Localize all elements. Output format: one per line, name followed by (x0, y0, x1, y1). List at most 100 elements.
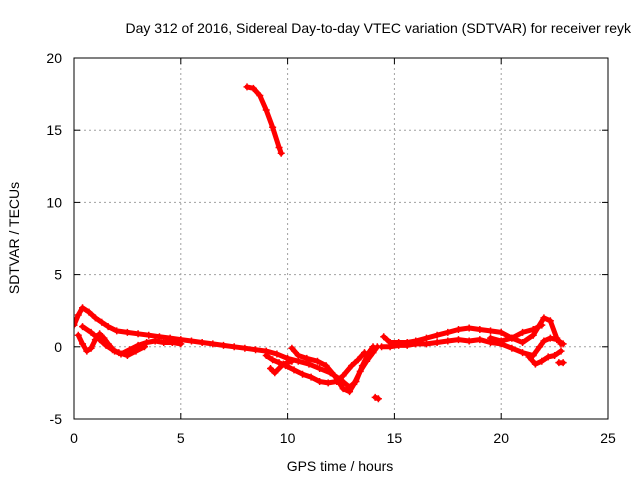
data-point (348, 362, 356, 370)
data-point (314, 357, 322, 365)
data-point (279, 360, 287, 368)
data-point (350, 380, 358, 388)
data-point (497, 337, 505, 345)
data-point (256, 92, 264, 100)
grid (74, 58, 608, 419)
y-axis-label: SDTVAR / TECUs (6, 182, 22, 294)
data-point (559, 359, 567, 367)
data-point (104, 323, 112, 331)
data-point (538, 321, 546, 329)
y-tick-label: 10 (46, 194, 62, 210)
data-point (508, 344, 516, 352)
data-point (307, 373, 315, 381)
data-point (168, 338, 176, 346)
data-point (559, 340, 567, 348)
data-point (540, 314, 548, 322)
data-point (412, 340, 420, 348)
data-point (134, 330, 142, 338)
data-point (403, 341, 411, 349)
data-point (288, 357, 296, 365)
data-point (454, 336, 462, 344)
data-point (303, 354, 311, 362)
data-point (143, 338, 151, 346)
data-point (546, 334, 554, 342)
data-point (132, 347, 140, 355)
data-point (536, 343, 544, 351)
data-point (380, 333, 388, 341)
data-point (160, 338, 168, 346)
data-point (360, 349, 368, 357)
data-point (371, 393, 379, 401)
ticks: 0 5 10 15 20 25 -5 0 5 10 15 20 (46, 50, 616, 446)
x-axis-label: GPS time / hours (287, 458, 394, 474)
y-tick-label: 15 (46, 122, 62, 138)
data-point (187, 337, 195, 345)
data-point (230, 343, 238, 351)
data-point (113, 327, 121, 335)
chart-title: Day 312 of 2016, Sidereal Day-to-day VTE… (126, 20, 632, 36)
data-point (151, 337, 159, 345)
data-point (354, 356, 362, 364)
data-point (74, 321, 78, 329)
data-point (155, 333, 163, 341)
data-point (519, 349, 527, 357)
data-point (288, 344, 296, 352)
data-point (433, 338, 441, 346)
data-point (102, 341, 110, 349)
data-point (497, 328, 505, 336)
data-point (531, 360, 539, 368)
data-point (378, 343, 386, 351)
data-point (96, 336, 104, 344)
data-point (374, 395, 382, 403)
data-point (209, 340, 217, 348)
data-point (85, 308, 93, 316)
data-point (220, 341, 228, 349)
data-point (487, 334, 495, 342)
y-tick-label: -5 (50, 411, 63, 427)
data-point (243, 83, 251, 91)
data-point (551, 351, 559, 359)
data-point (83, 347, 91, 355)
y-tick-label: 5 (54, 267, 62, 283)
data-point (331, 372, 339, 380)
x-tick-label: 0 (70, 430, 78, 446)
data-point (294, 351, 302, 359)
data-point (123, 328, 131, 336)
data-point (177, 340, 185, 348)
data-point (339, 372, 347, 380)
data-point (356, 367, 364, 375)
y-tick-label: 20 (46, 50, 62, 66)
data-point (115, 349, 123, 357)
data-point (262, 106, 270, 114)
data-point (79, 323, 87, 331)
data-point (525, 353, 533, 361)
data-point (557, 347, 565, 355)
data-point (273, 350, 281, 358)
data-point (87, 328, 95, 336)
data-point (74, 311, 82, 319)
data-point (269, 123, 277, 131)
data-point (262, 351, 270, 359)
data-point (324, 379, 332, 387)
data-point (454, 325, 462, 333)
data-point (269, 356, 277, 364)
data-point (198, 338, 206, 346)
data-point (305, 360, 313, 368)
x-tick-label: 20 (493, 430, 509, 446)
data-point (546, 317, 554, 325)
data-points (74, 83, 567, 403)
data-point (444, 328, 452, 336)
data-point (252, 346, 260, 354)
data-point (529, 325, 537, 333)
data-point (540, 337, 548, 345)
data-point (79, 304, 87, 312)
data-point (241, 344, 249, 352)
data-point (508, 334, 516, 342)
data-point (395, 341, 403, 349)
data-point (465, 324, 473, 332)
data-point (386, 343, 394, 351)
data-point (98, 318, 106, 326)
data-point (487, 327, 495, 335)
data-point (476, 325, 484, 333)
data-point (316, 377, 324, 385)
